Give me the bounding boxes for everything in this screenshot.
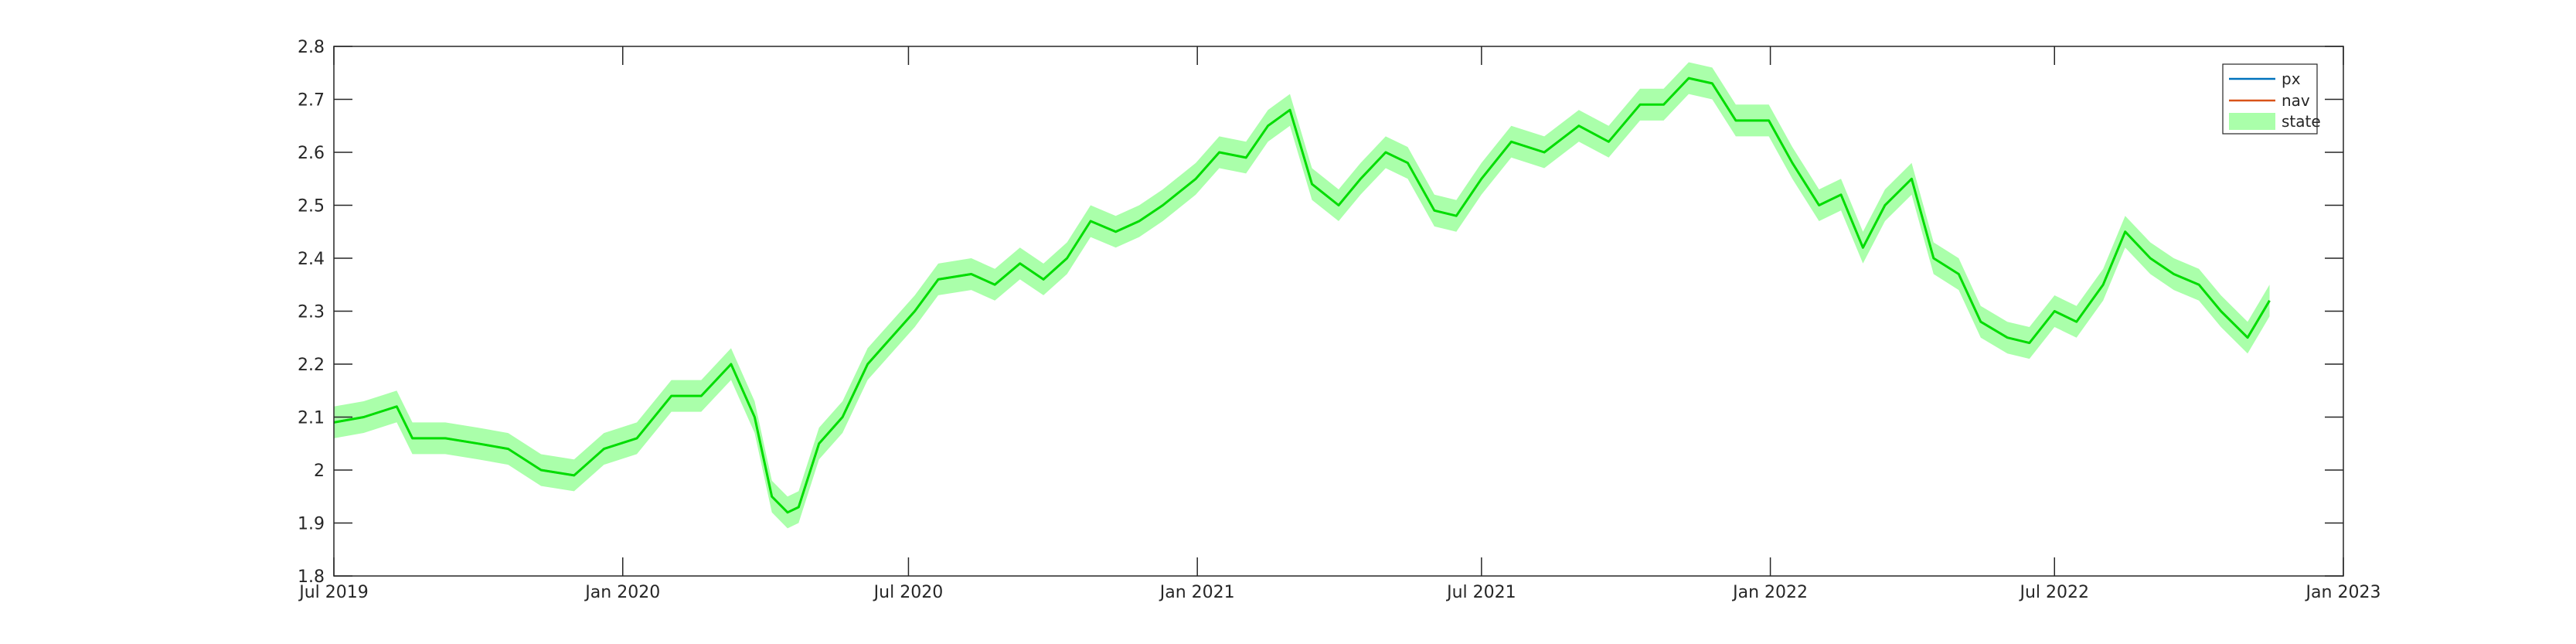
y-tick-label: 1.8 [298,567,325,587]
legend: px nav state [2222,63,2321,135]
x-tick-label: Jan 2022 [1731,583,1808,602]
x-tick-label: Jul 2021 [1445,583,1516,602]
state-band-area [334,62,2270,529]
y-tick-label: 2.6 [298,144,325,163]
x-tick-label: Jul 2020 [873,583,944,602]
series-lines [333,77,2271,514]
y-tick-label: 2.7 [298,91,325,111]
x-tick-label: Jul 2019 [298,583,369,602]
x-tick-label: Jan 2020 [584,583,660,602]
legend-swatch-state [2229,113,2275,130]
legend-label-nav: nav [2282,91,2310,110]
y-tick-label: 2.3 [298,303,325,322]
y-tick-label: 2.2 [298,356,325,375]
series-line-state [333,77,2271,514]
plot-background [334,46,2343,576]
legend-label-px: px [2282,70,2301,88]
y-tick-label: 2.1 [298,409,325,428]
legend-label-state: state [2282,112,2321,131]
y-tick-label: 2.5 [298,197,325,216]
x-tick-label: Jan 2023 [2305,583,2381,602]
state-confidence-band [334,62,2270,529]
y-axis-ticks: 1.8 1.9 2 2.1 2.2 2.3 2.4 2.5 2.6 2.7 2.8 [298,38,2343,587]
y-tick-label: 2.8 [298,38,325,57]
y-tick-label: 1.9 [298,515,325,534]
x-tick-label: Jan 2021 [1159,583,1235,602]
x-tick-label: Jul 2022 [2018,583,2089,602]
y-tick-label: 2 [314,462,325,481]
x-axis-ticks: Jul 2019 Jan 2020 Jul 2020 Jan 2021 Jul 2021… [298,46,2380,602]
y-tick-label: 2.4 [298,250,325,269]
